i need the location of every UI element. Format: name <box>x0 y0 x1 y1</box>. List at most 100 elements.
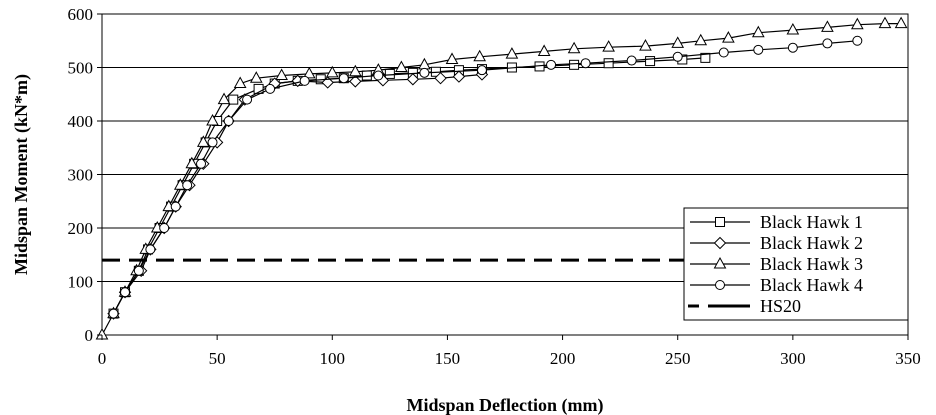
series-4-point-13 <box>338 73 349 84</box>
series-3-point-34 <box>850 17 864 30</box>
series-2-point-17 <box>434 71 447 85</box>
series-3-point-14 <box>275 68 288 81</box>
series-3-point-32 <box>786 23 800 35</box>
series-4-point-20 <box>672 51 683 62</box>
series-1-point-25 <box>603 58 614 69</box>
series-3-point-31 <box>751 25 765 38</box>
series-4-point-4 <box>159 223 170 233</box>
series-1 <box>108 52 711 319</box>
series-2-point-14 <box>349 75 362 88</box>
legend-label-2: Black Hawk 2 <box>760 233 863 253</box>
y-tick-label-0: 0 <box>85 326 94 345</box>
series-3-point-17 <box>348 64 362 77</box>
series-4-point-8 <box>207 137 218 148</box>
y-axis-title: Midspan Moment (kN*m) <box>11 74 32 275</box>
legend-label-4: Black Hawk 4 <box>760 275 863 295</box>
x-tick-label-2: 100 <box>320 349 346 368</box>
series-4-point-7 <box>196 158 207 169</box>
series-1-point-17 <box>384 68 395 79</box>
series-3-point-21 <box>445 52 459 64</box>
x-tick-label-6: 300 <box>780 349 806 368</box>
legend-label-1: Black Hawk 1 <box>760 212 863 232</box>
series-3-point-23 <box>505 47 519 59</box>
series-1-point-10 <box>228 94 239 105</box>
series-3-point-27 <box>639 39 652 51</box>
series-4-point-15 <box>419 67 430 78</box>
series-3-point-33 <box>821 20 834 32</box>
series-4-point-21 <box>718 47 729 58</box>
series-line-1 <box>112 57 706 314</box>
series-1-point-11 <box>253 83 264 94</box>
series-3-point-9 <box>196 135 210 147</box>
series-4-point-24 <box>822 38 833 49</box>
series-1-point-26 <box>645 56 656 67</box>
x-axis-ticks: 0 50 100 150 200 250 300 350 <box>98 335 921 368</box>
series-3-point-22 <box>473 49 487 62</box>
y-tick-label-3: 300 <box>68 166 94 185</box>
series-4-point-19 <box>626 55 637 66</box>
series-3-point-13 <box>249 71 263 83</box>
series-1-point-24 <box>569 59 580 70</box>
series-3-point-16 <box>325 65 339 78</box>
series-3-point-30 <box>722 31 735 43</box>
y-tick-label-1: 100 <box>68 273 94 292</box>
series-4-point-3 <box>145 244 156 255</box>
series-4 <box>108 35 863 319</box>
series-3-point-8 <box>185 156 199 169</box>
series-4-point-14 <box>373 70 384 81</box>
series-3-point-19 <box>395 60 408 72</box>
series-4-point-2 <box>133 265 144 276</box>
series-layer <box>95 16 908 340</box>
series-4-point-18 <box>580 58 591 69</box>
legend-swatch-marker-1 <box>715 217 725 227</box>
series-3-point-15 <box>302 66 316 79</box>
x-tick-label-7: 350 <box>895 349 921 368</box>
x-tick-label-5: 250 <box>665 349 691 368</box>
series-4-point-0 <box>108 308 119 319</box>
series-4-point-17 <box>546 59 557 70</box>
legend-swatch-marker-3 <box>713 256 727 269</box>
legend-label-3: Black Hawk 3 <box>760 254 863 274</box>
y-axis-ticks: 0 100 200 300 400 500 600 <box>68 5 102 345</box>
y-tick-label-2: 200 <box>68 219 94 238</box>
series-3-point-10 <box>206 113 219 126</box>
y-tick-label-6: 600 <box>68 5 94 24</box>
series-4-point-5 <box>170 201 181 212</box>
series-2-point-16 <box>406 73 420 86</box>
legend-swatch-marker-2 <box>713 236 727 250</box>
series-line-2 <box>112 73 483 314</box>
series-4-point-16 <box>476 65 487 76</box>
x-tick-label-0: 0 <box>98 349 107 368</box>
series-3-point-29 <box>694 33 708 46</box>
series-4-point-11 <box>265 83 276 94</box>
series-1-point-28 <box>700 52 711 63</box>
series-4-point-10 <box>242 94 253 105</box>
legend-swatch-marker-4 <box>715 280 725 290</box>
series-4-point-6 <box>182 180 193 191</box>
series-4-point-25 <box>852 35 863 46</box>
series-3-point-28 <box>671 36 685 48</box>
series-3-point-11 <box>217 92 231 105</box>
series-4-point-12 <box>299 75 310 86</box>
series-4-point-22 <box>753 44 764 55</box>
y-tick-label-5: 500 <box>68 59 94 78</box>
series-4-point-23 <box>787 42 798 53</box>
x-tick-label-1: 50 <box>209 349 226 368</box>
x-axis-title: Midspan Deflection (mm) <box>407 395 604 415</box>
series-3-point-24 <box>537 44 551 56</box>
y-tick-label-4: 400 <box>68 112 94 131</box>
legend-label-5: HS20 <box>760 296 801 316</box>
x-tick-label-4: 200 <box>550 349 576 368</box>
series-2-point-18 <box>452 70 466 83</box>
series-3-point-12 <box>233 76 247 89</box>
series-1-point-16 <box>361 70 372 81</box>
series-3-point-25 <box>567 41 581 54</box>
series-3-point-36 <box>894 16 908 29</box>
series-4-point-1 <box>120 287 131 298</box>
series-4-point-9 <box>223 116 234 126</box>
series-3-point-26 <box>602 40 615 52</box>
x-tick-label-3: 150 <box>435 349 461 368</box>
series-3-point-35 <box>878 16 892 29</box>
